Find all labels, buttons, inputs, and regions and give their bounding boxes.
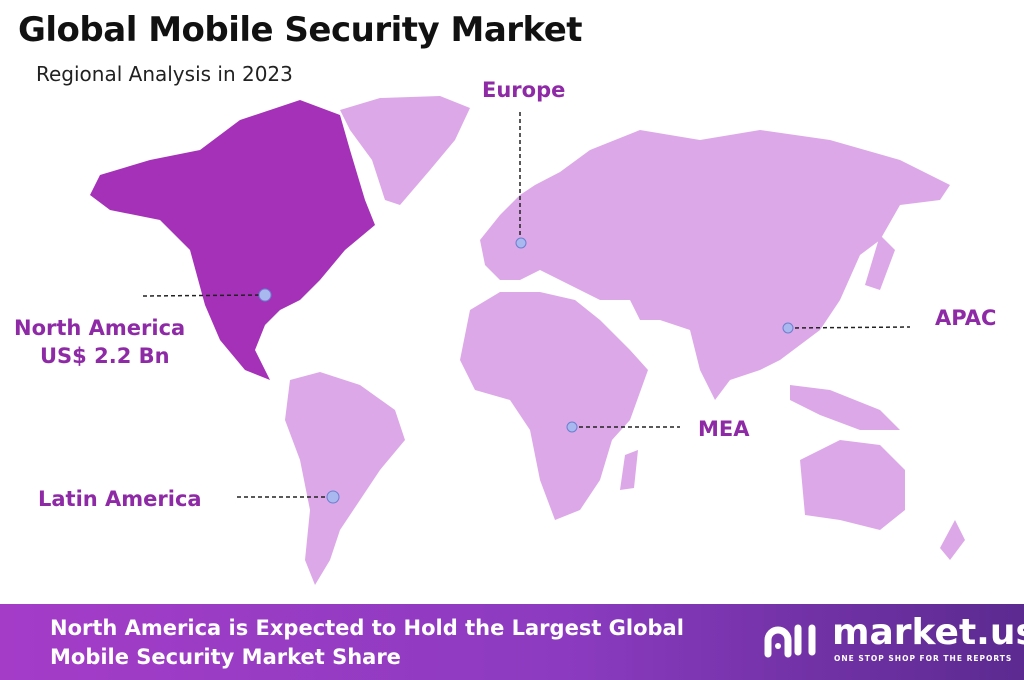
japan <box>865 235 895 290</box>
greenland <box>340 96 470 205</box>
footer-banner: North America is Expected to Hold the La… <box>0 604 1024 680</box>
leader-lines <box>142 112 911 498</box>
se-asia-islands <box>790 385 900 430</box>
mea-marker <box>566 421 578 433</box>
logo-mark-icon <box>764 624 816 658</box>
footer-text: North America is Expected to Hold the La… <box>50 614 684 672</box>
latin-america-label: Latin America <box>38 487 202 511</box>
madagascar <box>620 450 638 490</box>
north-america-marker <box>258 288 272 302</box>
europe-marker <box>515 237 527 249</box>
latin-america-marker <box>326 490 340 504</box>
logo-tagline: ONE STOP SHOP FOR THE REPORTS <box>834 654 1013 663</box>
world-map <box>90 96 965 585</box>
new-zealand <box>940 520 965 560</box>
footer-line-2: Mobile Security Market Share <box>50 645 401 669</box>
mea-label: MEA <box>698 417 750 441</box>
page-subtitle: Regional Analysis in 2023 <box>36 62 293 86</box>
north-america-value: US$ 2.2 Bn <box>40 344 170 368</box>
north-america-highlight <box>90 100 375 380</box>
north-america-label: North America US$ 2.2 Bn <box>14 314 185 370</box>
europe-label: Europe <box>482 78 566 102</box>
footer-line-1: North America is Expected to Hold the La… <box>50 616 684 640</box>
logo-name: market.us <box>832 612 1024 653</box>
page-title: Global Mobile Security Market <box>18 10 583 50</box>
market-us-logo: market.us ONE STOP SHOP FOR THE REPORTS <box>762 612 1024 666</box>
apac-label: APAC <box>935 306 997 330</box>
north-america-name: North America <box>14 316 186 340</box>
south-america <box>285 372 405 585</box>
apac-marker <box>782 322 794 334</box>
australia <box>800 440 905 530</box>
other-regions <box>285 96 965 585</box>
africa <box>460 292 648 520</box>
europe-asia <box>480 130 950 400</box>
